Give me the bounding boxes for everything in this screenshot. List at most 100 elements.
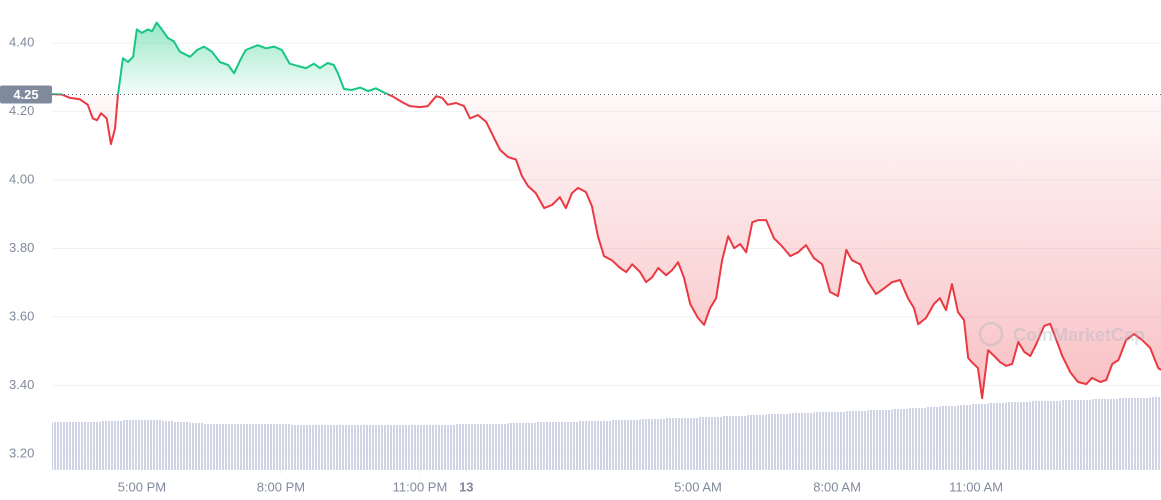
volume-bar [822,412,831,470]
x-tick-label: 8:00 PM [257,479,305,494]
volume-bar [988,403,995,470]
volume-bar [716,417,723,470]
volume-bar [892,409,901,470]
volume-bar [704,417,711,470]
volume-bar [1086,400,1092,470]
volume-bar [273,424,282,470]
volume-bar [632,420,641,470]
volume-bar [945,406,952,470]
volume-bar [1006,402,1013,470]
volume-bar [351,425,361,470]
volume-bar [900,409,908,470]
volume-bar [752,415,759,470]
volume-bar [156,420,162,470]
volume-bar [710,417,717,470]
volume-bar [463,424,471,470]
volume-bar [1000,403,1007,470]
volume-bar [152,420,157,470]
volume-bar [766,414,775,470]
volume-bar [577,421,586,470]
volume-bar [1044,401,1051,470]
x-tick-label: 11:00 AM [949,479,1003,494]
volume-bar [343,425,352,470]
volume-bar [982,404,989,470]
volume-bar [298,425,306,470]
y-tick-label: 3.40 [9,377,34,392]
volume-bar [846,411,852,470]
x-tick-label: 13 [459,479,473,494]
volume-bar [1134,398,1142,470]
volume-bar [486,424,495,470]
volume-bar [141,420,148,470]
volume-bar [1118,398,1127,470]
volume-bar [611,420,621,470]
volume-bar [672,418,679,470]
volume-bar [61,422,71,470]
volume-bar [535,422,545,470]
volume-bar [96,422,102,470]
volume-bar [971,404,978,470]
volume-bar [977,404,983,470]
volume-bar [92,422,97,470]
volume-bar [626,420,633,470]
volume-bar [447,425,457,470]
x-tick-label: 8:00 AM [813,479,861,494]
volume-bar [1024,402,1031,470]
volume-bar [333,425,338,470]
volume-bar [106,421,111,470]
volume-bar [161,421,168,470]
volume-bar [494,424,501,470]
volume-bar [698,417,705,470]
volume-bar [70,422,80,470]
volume-bar [565,422,572,470]
volume-bar [500,424,509,470]
volume-bar [1070,400,1079,470]
volume-bar [1030,401,1037,470]
y-tick-label: 3.80 [9,240,34,255]
y-tick-label: 4.40 [9,35,34,50]
volume-bar [868,410,876,470]
volume-bar [368,425,376,470]
volume-bar [964,405,969,470]
volume-bar [133,420,137,470]
x-tick-label: 5:00 AM [674,479,722,494]
volume-bar [245,424,258,470]
volume-bar [994,403,1001,470]
volume-bar [266,424,274,470]
volume-bar [173,422,180,470]
volume-bar [392,425,402,470]
volume-bar [327,425,334,470]
watermark: CoinMarketCap [1013,325,1145,345]
volume-bar [1126,398,1135,470]
volume-bar [122,420,129,470]
volume-bar [1141,398,1151,470]
volume-bar [1091,399,1101,470]
volume-bar [527,423,536,470]
volume-bar [646,419,653,470]
volume-bar [1100,399,1107,470]
volume-bar [926,407,934,470]
watermark-logo [978,321,1004,347]
volume-bar [115,421,118,470]
volume-bar [571,422,578,470]
volume-bar [722,416,729,470]
volume-bar [933,407,940,470]
volume-bar [383,425,393,470]
volume-bar [678,418,685,470]
volume-bar [257,424,267,470]
volume-bar [884,410,893,470]
volume-bar [913,408,919,470]
volume-bar [620,420,627,470]
volume-bar [1150,397,1159,470]
volume-bar [360,425,369,470]
volume-bar [684,418,691,470]
volume-bar [470,424,478,470]
volume-bar [1050,401,1057,470]
volume-bar [1112,399,1119,470]
volume-bar [640,419,647,470]
price-area [52,22,1161,399]
volume-bar [179,422,191,470]
x-tick-label: 5:00 PM [118,479,166,494]
volume-bar [968,405,972,470]
